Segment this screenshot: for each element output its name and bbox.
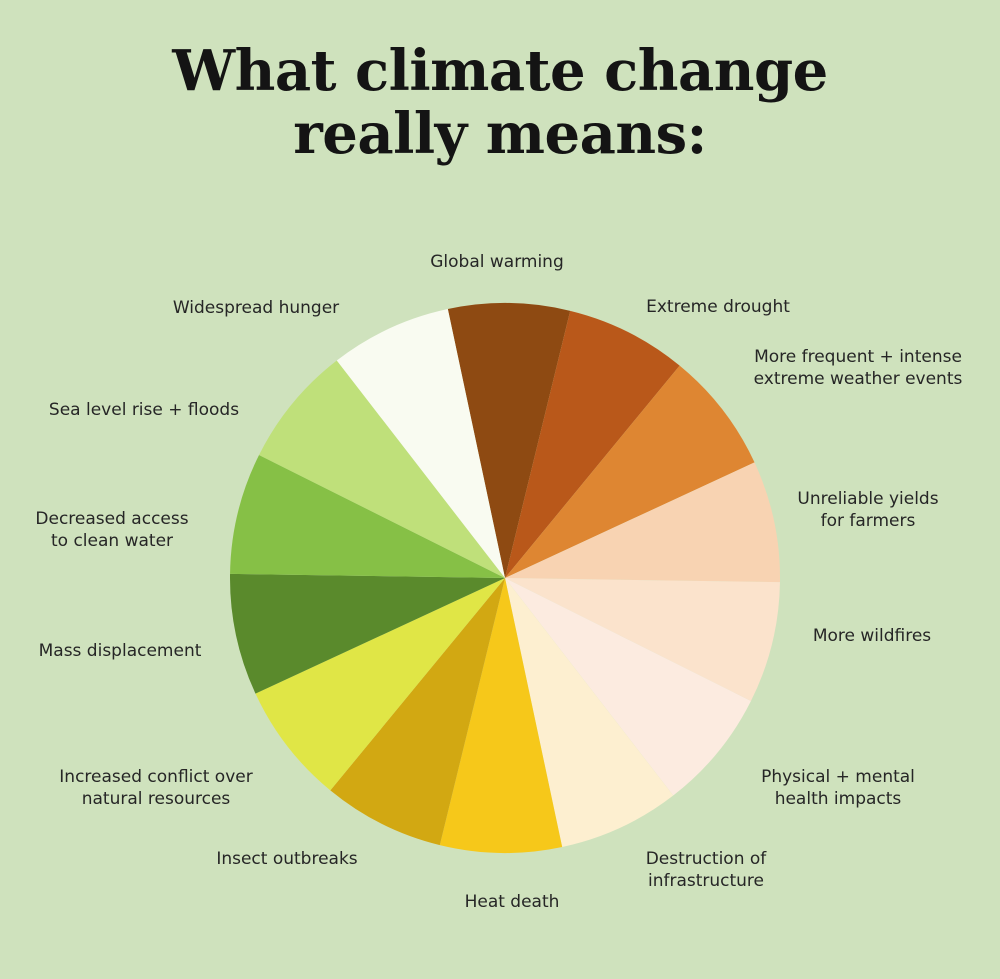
pie-slice <box>255 578 505 791</box>
chart-title-line-1: What climate change <box>172 38 828 104</box>
slice-label-line: Extreme drought <box>646 297 790 317</box>
slice-label-line: Widespread hunger <box>173 298 339 318</box>
slice-label-line: for farmers <box>821 511 916 531</box>
pie-slice <box>505 578 780 702</box>
slice-label-line: Insect outbreaks <box>216 849 357 869</box>
slice-label-line: Destruction of <box>646 849 768 869</box>
pie-slice <box>505 365 755 578</box>
pie-slices <box>229 302 781 854</box>
pie-slice <box>439 578 563 854</box>
chart-title: What climate change really means: <box>0 40 1000 165</box>
slice-label: More wildfires <box>813 626 931 646</box>
pie-slice <box>230 454 505 578</box>
slice-label-line: infrastructure <box>648 871 764 891</box>
slice-label-line: Mass displacement <box>39 641 202 661</box>
slice-label-line: Unreliable yields <box>797 489 938 509</box>
slice-label: More frequent + intense extreme weather e… <box>754 347 963 389</box>
slice-label: Sea level rise + floods <box>49 400 239 420</box>
slice-label-line: More frequent + intense <box>754 347 962 367</box>
pie-labels: Global warming Extreme drought More freque… <box>35 252 962 912</box>
slice-label-line: Sea level rise + floods <box>49 400 239 420</box>
slice-label-line: More wildfires <box>813 626 931 646</box>
pie-slice <box>229 573 505 694</box>
pie-slice <box>505 462 781 583</box>
slice-label: Decreased access to clean water <box>35 509 188 551</box>
pie-slice <box>336 309 505 578</box>
slice-label-line: Increased conflict over <box>59 767 252 787</box>
slice-label: Destruction of infrastructure <box>646 849 768 891</box>
pie-slice <box>259 360 505 578</box>
slice-label: Heat death <box>465 892 560 912</box>
slice-label: Widespread hunger <box>173 298 339 318</box>
slice-label-line: Decreased access <box>35 509 188 529</box>
slice-label: Mass displacement <box>39 641 202 661</box>
slice-label: Unreliable yields for farmers <box>797 489 938 531</box>
slice-label: Physical + mental health impacts <box>761 767 915 809</box>
slice-label: Extreme drought <box>646 297 790 317</box>
slice-label-line: Heat death <box>465 892 560 912</box>
pie-slice <box>505 310 680 578</box>
pie-slice <box>505 578 751 796</box>
slice-label: Insect outbreaks <box>216 849 357 869</box>
slice-label-line: health impacts <box>775 789 902 809</box>
slice-label: Increased conflict over natural resources <box>59 767 252 809</box>
slice-label-line: extreme weather events <box>754 369 963 389</box>
chart-title-line-2: really means: <box>293 100 707 167</box>
pie-slice <box>447 302 571 578</box>
pie-slice <box>330 578 505 846</box>
slice-label-line: to clean water <box>51 531 173 551</box>
slice-label: Global warming <box>430 252 564 272</box>
pie-slice <box>505 578 674 847</box>
slice-label-line: natural resources <box>82 789 231 809</box>
slice-label-line: Global warming <box>430 252 564 272</box>
slice-label-line: Physical + mental <box>761 767 915 787</box>
